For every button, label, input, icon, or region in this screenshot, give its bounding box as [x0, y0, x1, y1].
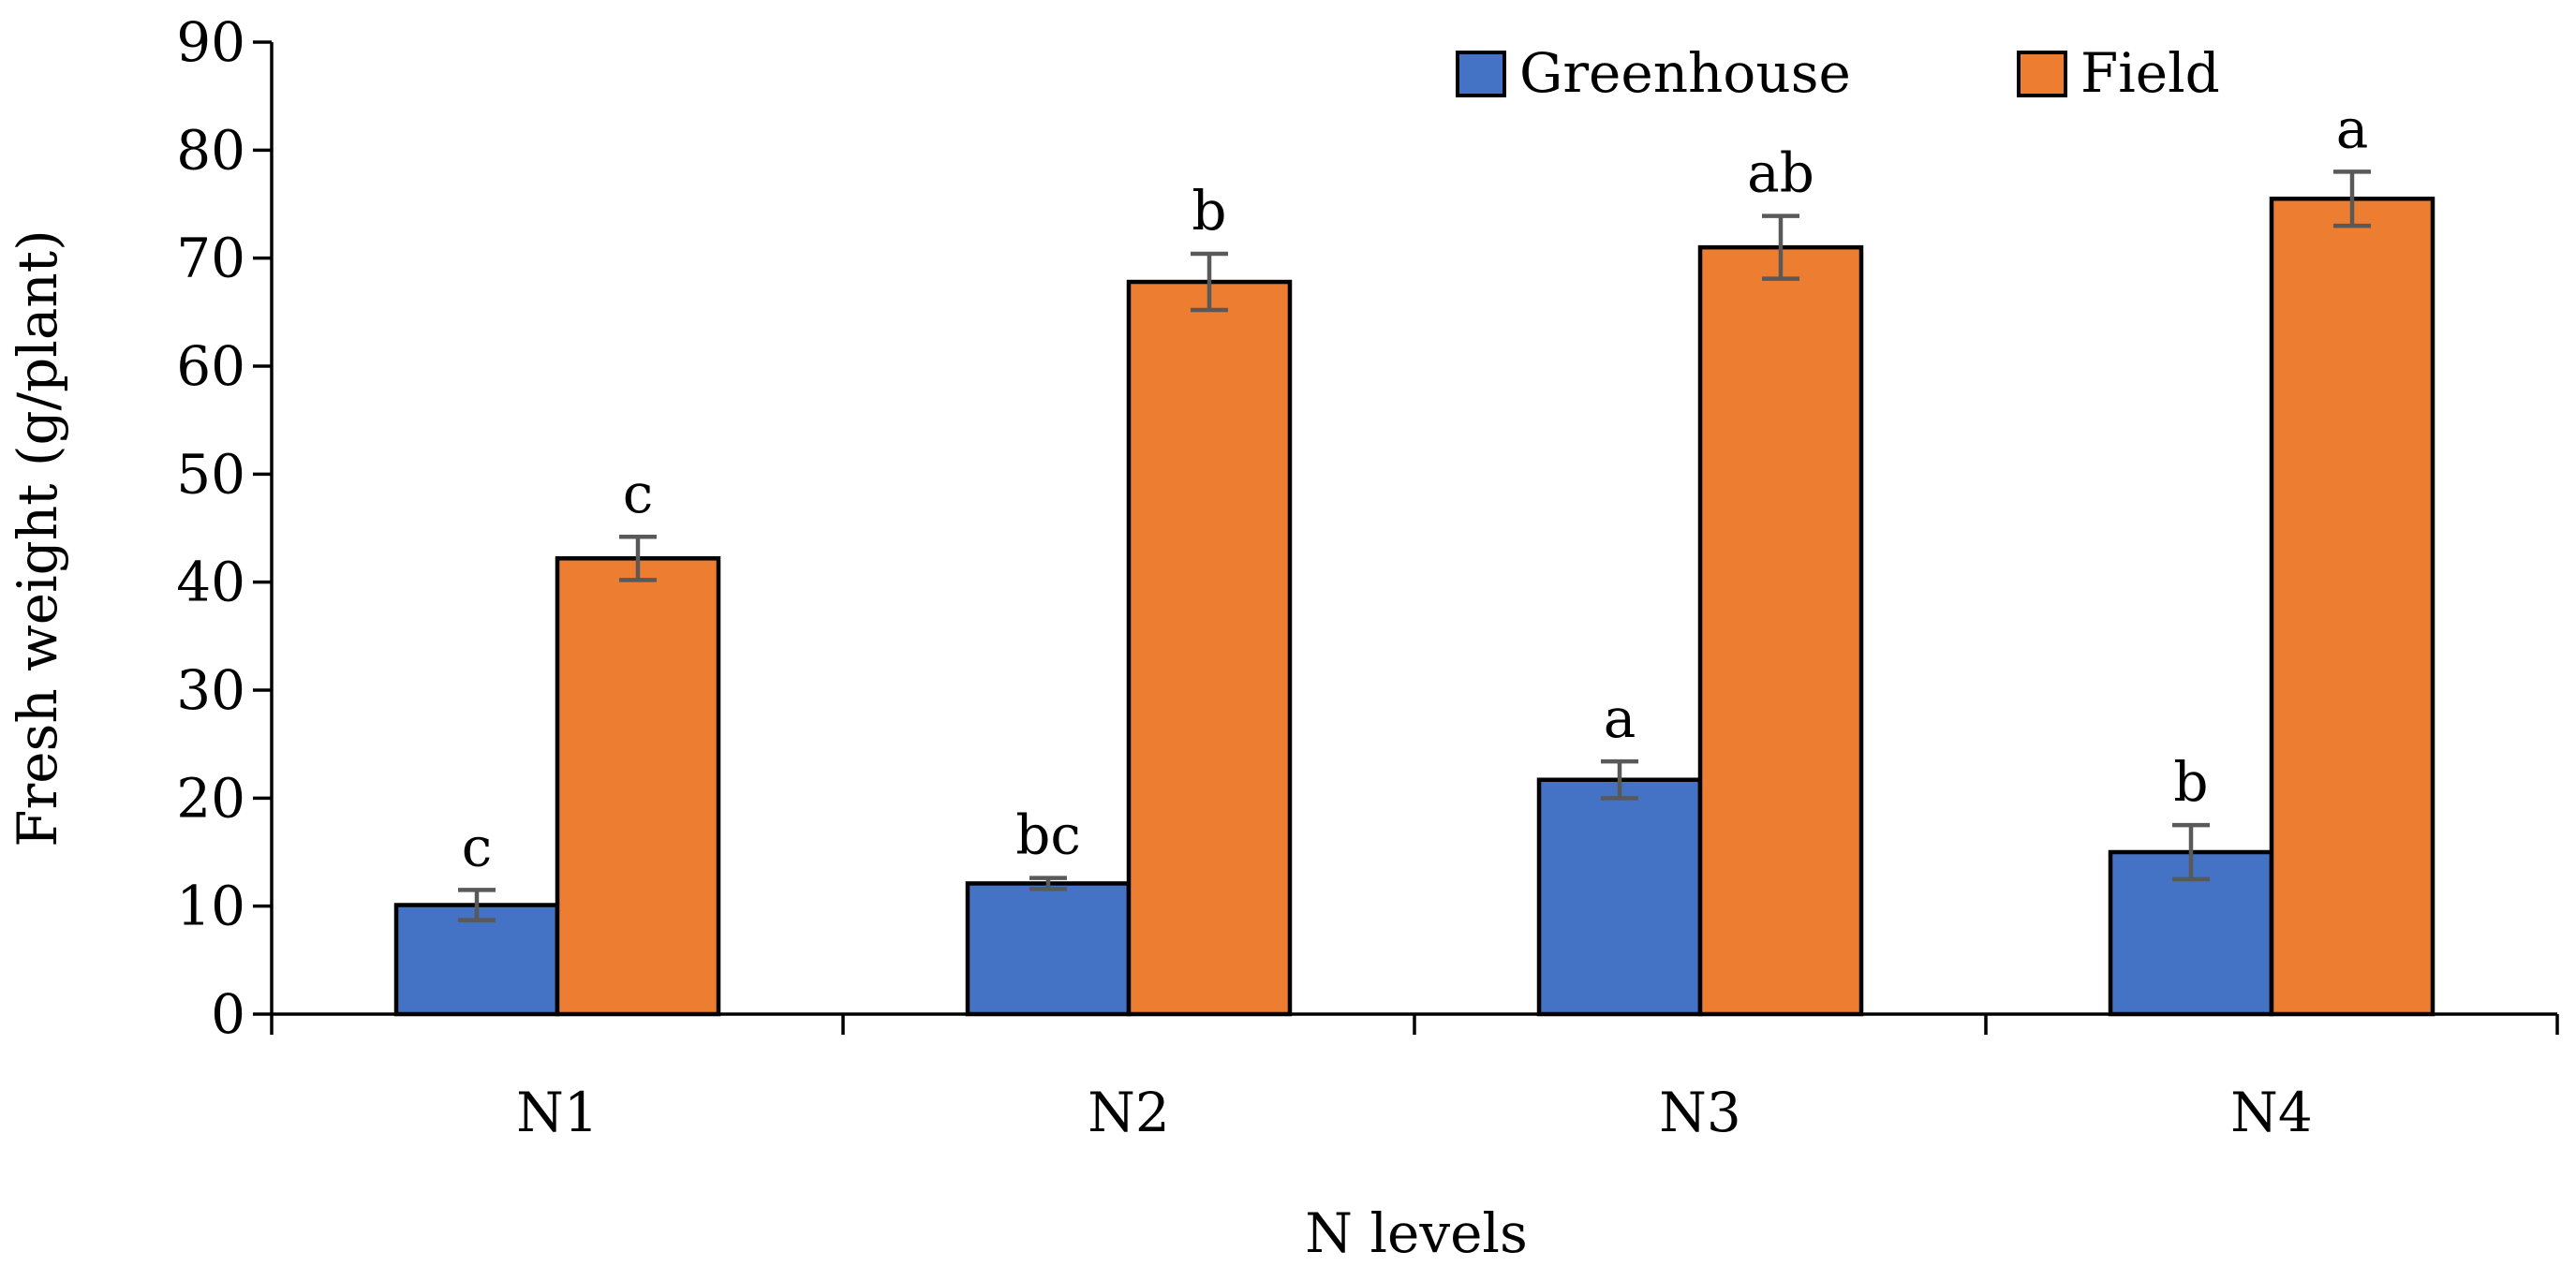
y-axis-title: Fresh weight (g/plant)	[6, 229, 69, 847]
y-tick-label-40: 40	[176, 551, 245, 614]
y-tick-label-70: 70	[176, 227, 245, 290]
bar-field-n4	[2269, 196, 2435, 1017]
x-axis-title: N levels	[1305, 1201, 1527, 1265]
y-tick-label-20: 20	[176, 766, 245, 830]
y-tick-label-30: 30	[176, 658, 245, 722]
bar-greenhouse-n1	[393, 903, 560, 1017]
legend-label-field: Field	[2080, 41, 2220, 105]
y-tick-label-0: 0	[211, 982, 245, 1046]
bar-field-n1	[555, 556, 721, 1017]
bar-field-n2	[1126, 279, 1293, 1017]
plot-area: 0 10 20 30 40 50 60 70 80 90 N1 c c N2 bc b N3 a ab N4 b a	[176, 10, 2559, 1144]
significance-label-field-n4: a	[2336, 96, 2369, 160]
x-tick-label-n3: N3	[1659, 1081, 1741, 1144]
x-tick-label-n2: N2	[1088, 1081, 1170, 1144]
legend-swatch-field	[2017, 51, 2067, 97]
y-tick-label-50: 50	[176, 442, 245, 506]
x-tick-label-n4: N4	[2230, 1081, 2313, 1144]
y-tick-label-80: 80	[176, 118, 245, 182]
x-tick-label-n1: N1	[516, 1081, 599, 1144]
significance-label-greenhouse-n2: bc	[1015, 803, 1081, 867]
y-tick-label-60: 60	[176, 334, 245, 398]
bar-greenhouse-n2	[965, 881, 1132, 1017]
bar-field-n3	[1697, 244, 1864, 1017]
significance-label-field-n3: ab	[1747, 141, 1814, 205]
legend-label-greenhouse: Greenhouse	[1519, 41, 1851, 105]
significance-label-greenhouse-n3: a	[1604, 686, 1636, 750]
legend-swatch-greenhouse	[1456, 51, 1506, 97]
significance-label-greenhouse-n1: c	[462, 815, 492, 878]
bar-greenhouse-n3	[1536, 777, 1703, 1017]
significance-label-field-n1: c	[623, 462, 653, 525]
significance-label-field-n2: b	[1192, 179, 1226, 243]
y-tick-label-90: 90	[176, 10, 245, 74]
significance-label-greenhouse-n4: b	[2173, 750, 2208, 814]
y-tick-label-10: 10	[176, 875, 245, 938]
legend: Greenhouse Field	[1456, 41, 2220, 105]
